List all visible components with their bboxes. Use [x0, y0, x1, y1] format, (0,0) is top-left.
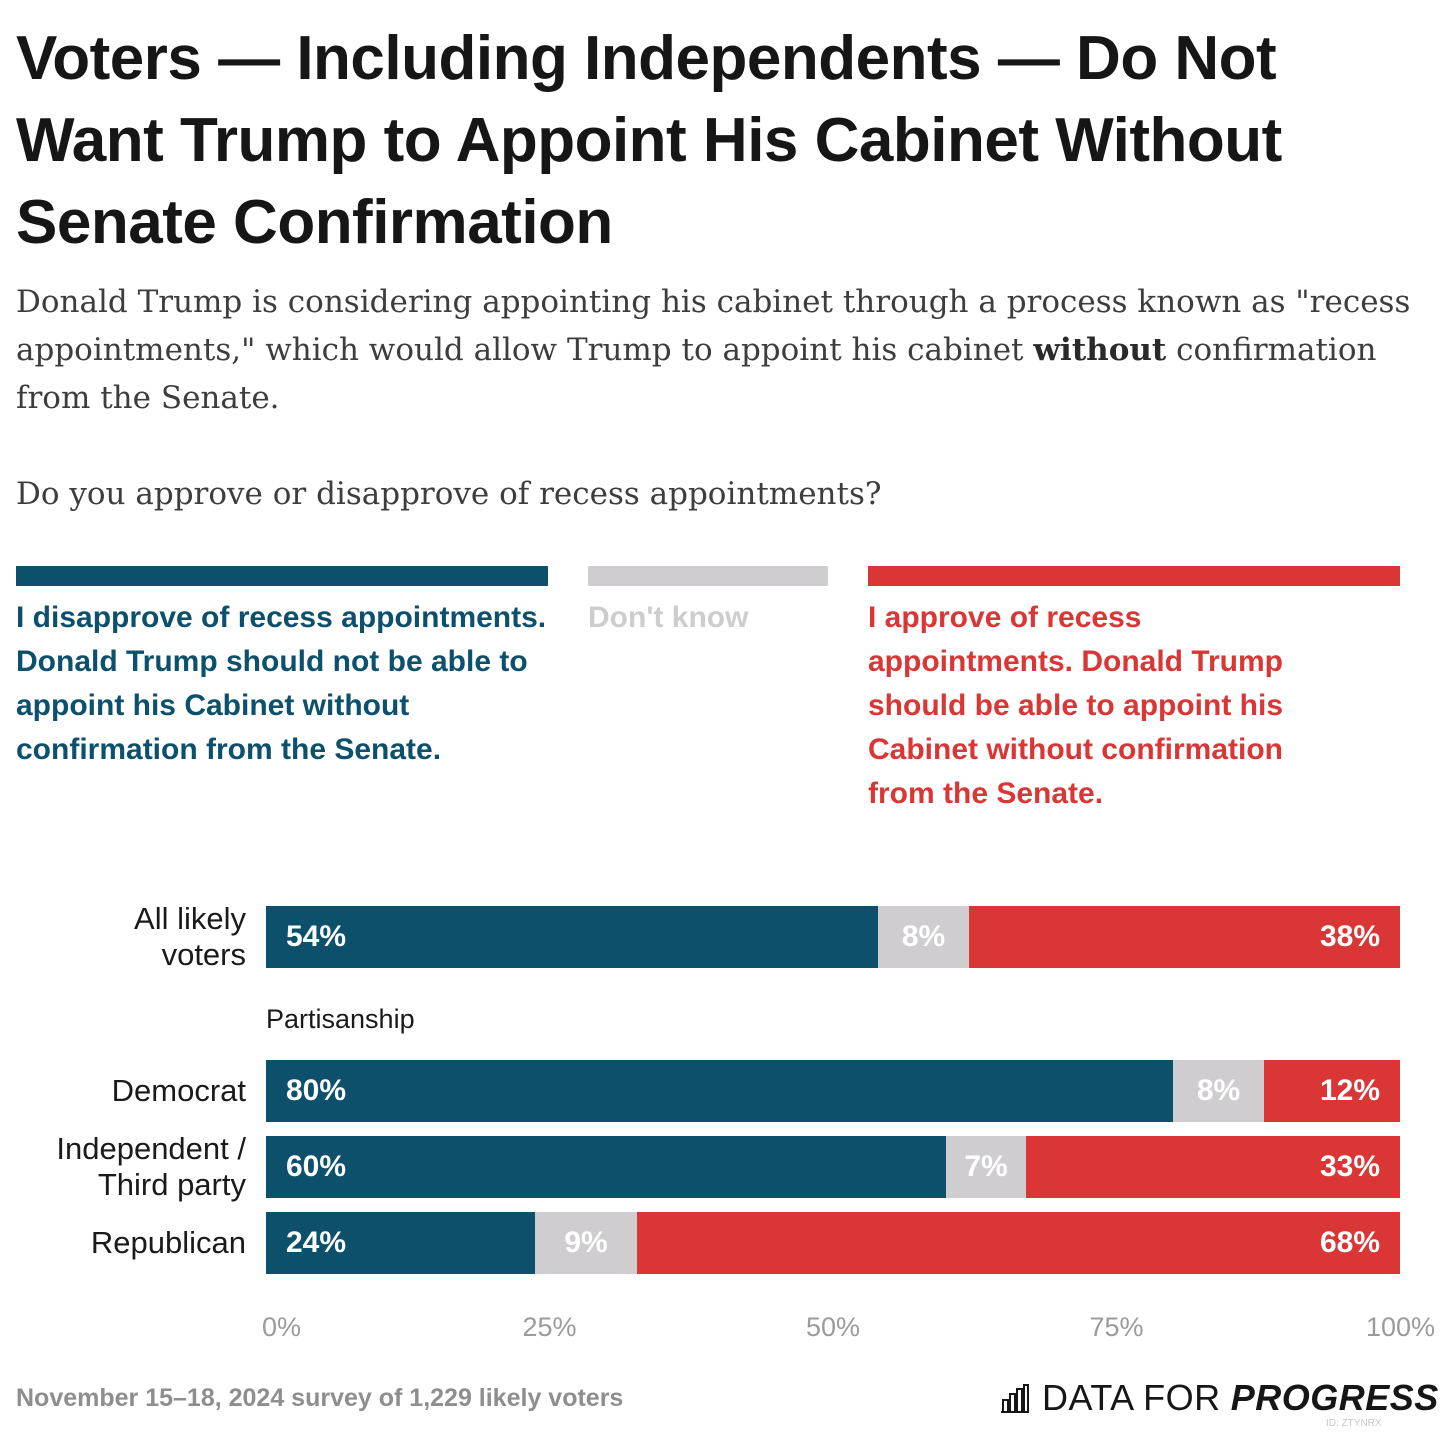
- bar-segment-dont-know: 8%: [878, 906, 969, 968]
- survey-footnote: November 15–18, 2024 survey of 1,229 lik…: [16, 1384, 624, 1412]
- bar-value-label: 80%: [286, 1074, 347, 1107]
- legend-swatch-approve: [868, 566, 1400, 586]
- category-label-line: Republican: [90, 1225, 246, 1260]
- logo-word-data-for: DATA FOR: [1042, 1377, 1221, 1418]
- bar-value-label: 8%: [1196, 1074, 1241, 1107]
- bar-value-label: 12%: [1319, 1074, 1380, 1107]
- subtitle-bold: without: [1033, 332, 1167, 368]
- bar-segment-approve: 33%: [1026, 1136, 1400, 1198]
- chart-title: Voters — Including Independents — Do Not…: [16, 24, 1282, 257]
- legend-label-dont-know: Don't know: [588, 601, 749, 634]
- bar-segment-disapprove: 80%: [266, 1060, 1173, 1122]
- bar-segment-disapprove: 60%: [266, 1136, 946, 1198]
- bar-value-label: 68%: [1319, 1226, 1380, 1259]
- legend-label-disapprove: I disapprove of recess appointments. Don…: [16, 601, 547, 766]
- chart-id: ID: ZTYNRX: [1326, 1418, 1382, 1429]
- category-label-all-likely-voters: All likely voters: [134, 901, 246, 973]
- bar-value-label: 54%: [286, 920, 347, 953]
- bar-value-label: 24%: [286, 1226, 347, 1259]
- bar-segment-approve: 12%: [1264, 1060, 1400, 1122]
- x-tick-label: 0%: [262, 1312, 302, 1342]
- x-tick-label: 50%: [805, 1312, 861, 1342]
- legend-dont-know: Don't know: [588, 566, 828, 640]
- bar-segment-approve: 38%: [969, 906, 1400, 968]
- category-label-independent: Independent / Third party: [56, 1131, 246, 1203]
- bar-value-label: 60%: [286, 1150, 347, 1183]
- survey-question: Do you approve or disapprove of recess a…: [16, 476, 882, 512]
- category-label-line: All likely: [134, 901, 246, 936]
- bar-chart-icon: [1001, 1384, 1029, 1413]
- bar-segment-dont-know: 7%: [946, 1136, 1026, 1198]
- bar-value-label: 8%: [901, 920, 946, 953]
- logo-word-progress: PROGRESS: [1230, 1377, 1439, 1418]
- bar-value-label: 9%: [564, 1226, 608, 1259]
- bar-value-label: 33%: [1319, 1150, 1380, 1183]
- category-label-republican: Republican: [91, 1225, 246, 1261]
- legend-label-approve: I approve of recess appointments. Donald…: [868, 601, 1284, 810]
- bar-segment-disapprove: 54%: [266, 906, 878, 968]
- legend-swatch-dont-know: [588, 566, 828, 586]
- bar-segment-dont-know: 9%: [535, 1212, 637, 1274]
- data-for-progress-logo: DATA FOR PROGRESS: [1000, 1377, 1439, 1418]
- x-tick-label: 100%: [1366, 1312, 1436, 1342]
- group-label-partisanship: Partisanship: [266, 1004, 415, 1034]
- bar-segment-dont-know: 8%: [1173, 1060, 1264, 1122]
- legend-swatch-disapprove: [16, 566, 548, 586]
- legend-disapprove: I disapprove of recess appointments. Don…: [16, 566, 548, 772]
- bar-value-label: 38%: [1319, 920, 1380, 953]
- x-tick-label: 25%: [522, 1312, 577, 1342]
- category-label-line: Democrat: [111, 1073, 246, 1108]
- chart-subtitle: Donald Trump is considering appointing h…: [16, 278, 1416, 422]
- category-label-line: Independent /: [56, 1131, 246, 1166]
- subtitle-text-2: confirmation from the Senate.: [16, 332, 1377, 416]
- bar-segment-disapprove: 24%: [266, 1212, 535, 1274]
- category-label-line: voters: [161, 937, 246, 972]
- bar-segment-approve: 68%: [637, 1212, 1400, 1274]
- legend-approve: I approve of recess appointments. Donald…: [868, 566, 1400, 816]
- category-label-line: Third party: [97, 1167, 246, 1202]
- category-label-democrat: Democrat: [112, 1073, 246, 1109]
- x-tick-label: 75%: [1089, 1312, 1144, 1342]
- subtitle-text-1: Donald Trump is considering appointing h…: [16, 284, 1411, 368]
- bar-value-label: 7%: [964, 1150, 1008, 1183]
